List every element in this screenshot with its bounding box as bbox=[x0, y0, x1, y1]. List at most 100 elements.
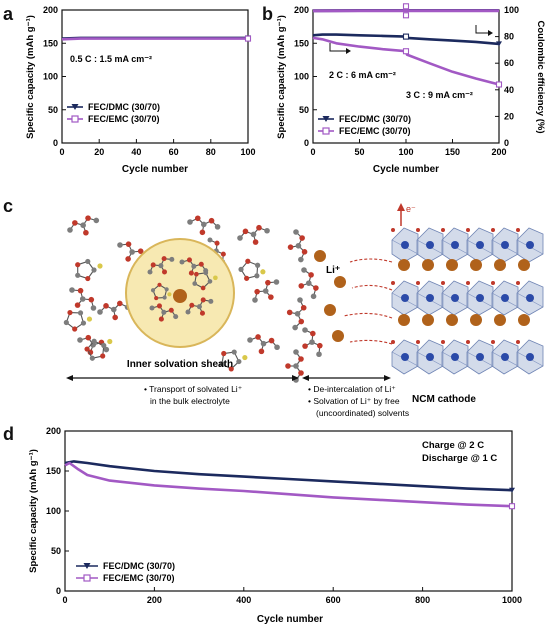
molecule-atom bbox=[310, 293, 317, 300]
deintercalation-arrow bbox=[349, 339, 393, 345]
y-tick-label: 200 bbox=[43, 5, 58, 15]
x-tick-label: 50 bbox=[354, 147, 364, 157]
molecule-atom bbox=[274, 344, 280, 351]
x-tick-label: 800 bbox=[415, 595, 430, 605]
series-marker bbox=[509, 487, 515, 493]
ring-atom bbox=[228, 366, 234, 372]
cathode-li-ion bbox=[518, 314, 530, 326]
chart-b-annotation-3c: 3 C : 9 mA cm⁻² bbox=[406, 90, 473, 100]
oxygen-atom bbox=[491, 281, 495, 285]
molecule-atom bbox=[103, 303, 109, 309]
molecule-atom bbox=[77, 337, 83, 343]
y-tick-label: 200 bbox=[46, 426, 61, 436]
molecule-atom bbox=[256, 224, 262, 231]
y-tick-label: 200 bbox=[294, 5, 309, 15]
legend-b-emc-label: FEC/EMC (30/70) bbox=[339, 126, 411, 136]
ring-atom bbox=[72, 326, 78, 332]
chart-a-xlabel: Cycle number bbox=[122, 164, 188, 175]
cathode-li-ion bbox=[422, 259, 434, 271]
li-ion bbox=[324, 304, 336, 316]
molecule-atom bbox=[207, 237, 213, 243]
ring-atom bbox=[91, 267, 97, 273]
legend-a-dmc-label: FEC/DMC (30/70) bbox=[88, 102, 160, 112]
molecule-atom bbox=[150, 262, 156, 268]
chart-d-annotation-charge: Charge @ 2 C bbox=[422, 440, 484, 451]
legend-d-emc-label: FEC/EMC (30/70) bbox=[103, 573, 175, 583]
series-marker bbox=[244, 35, 252, 42]
chart-b-arrow-right bbox=[475, 25, 488, 34]
y2-tick-label: 40 bbox=[504, 85, 514, 95]
oxygen-atom bbox=[441, 340, 445, 344]
y-tick-label: 50 bbox=[299, 105, 309, 115]
y-tick-label: 50 bbox=[48, 105, 58, 115]
ring-atom bbox=[84, 346, 90, 352]
transition-metal-atom bbox=[501, 294, 509, 302]
legend-d-emc-marker bbox=[83, 574, 91, 582]
molecule-atom bbox=[268, 337, 275, 344]
ring-atom bbox=[91, 338, 97, 344]
ring-atom bbox=[75, 272, 81, 278]
chart-b-ylabel: Specific capacity (mAh g⁻¹) bbox=[276, 15, 287, 139]
chart-b-arrow-left-head bbox=[346, 48, 351, 54]
molecule-atom bbox=[242, 228, 249, 235]
x-tick-label: 100 bbox=[398, 147, 413, 157]
legend-a-dmc-marker bbox=[71, 104, 79, 110]
cathode-li-ion bbox=[470, 259, 482, 271]
transition-metal-atom bbox=[526, 294, 534, 302]
x-tick-label: 150 bbox=[445, 147, 460, 157]
inner-sheath-label: Inner solvation sheath bbox=[127, 359, 233, 370]
chart-b-xlabel: Cycle number bbox=[373, 164, 439, 175]
molecule-atom bbox=[299, 235, 305, 241]
molecule-atom bbox=[93, 217, 100, 224]
molecule-atom bbox=[255, 334, 261, 340]
deintercalation-arrow bbox=[349, 258, 393, 263]
chart-a-series bbox=[61, 35, 252, 42]
ring-atom bbox=[231, 349, 237, 355]
molecule-atom bbox=[301, 267, 307, 273]
molecule-atom bbox=[302, 343, 308, 349]
panel-label-b: b bbox=[262, 4, 273, 24]
transition-metal-atom bbox=[476, 294, 484, 302]
chart-d-annotation-discharge: Discharge @ 1 C bbox=[422, 453, 497, 464]
molecule-atom bbox=[90, 305, 97, 311]
bulk-arrow-head-right bbox=[292, 375, 299, 381]
molecule-atom bbox=[186, 257, 192, 263]
ring-atom bbox=[192, 281, 198, 286]
chart-d-y-ticks: 0 50 100 150 200 bbox=[46, 426, 69, 596]
transition-metal-atom bbox=[426, 241, 434, 249]
deintercalation-arrow bbox=[351, 284, 393, 291]
ncm-cathode bbox=[391, 227, 544, 375]
molecule-atom bbox=[85, 334, 92, 341]
molecule-atom bbox=[161, 309, 167, 315]
molecule-atom bbox=[158, 316, 164, 322]
ring-atom bbox=[150, 288, 156, 293]
molecule-atom bbox=[169, 256, 175, 262]
molecule-atom bbox=[74, 302, 81, 308]
molecule-atom bbox=[161, 269, 168, 275]
molecule-atom bbox=[300, 304, 307, 311]
chart-b-x-ticks: 0 50 100 150 200 bbox=[310, 139, 507, 157]
molecule-atom bbox=[196, 304, 202, 310]
legend-b-dmc-marker bbox=[322, 116, 330, 122]
legend-b-emc-marker bbox=[322, 127, 330, 135]
legend-b-dmc-label: FEC/DMC (30/70) bbox=[339, 114, 411, 124]
oxygen-atom bbox=[466, 340, 470, 344]
series-marker bbox=[402, 48, 410, 55]
molecule-atom bbox=[156, 303, 162, 309]
oxygen-atom bbox=[466, 228, 470, 232]
oxygen-atom bbox=[416, 228, 420, 232]
ring-atom bbox=[89, 355, 95, 361]
chart-a-annotation: 0.5 C : 1.5 mA cm⁻² bbox=[70, 54, 152, 64]
ring-atom bbox=[85, 258, 91, 265]
molecule-atom bbox=[294, 310, 301, 317]
legend-a-emc-label: FEC/EMC (30/70) bbox=[88, 114, 160, 124]
molecule-atom bbox=[112, 314, 118, 321]
molecule-atom bbox=[103, 346, 110, 353]
molecule-atom bbox=[191, 263, 197, 269]
oxygen-atom bbox=[441, 228, 445, 232]
bulk-text-1: • Transport of solvated Li⁺ bbox=[144, 384, 243, 394]
y-tick-label: 150 bbox=[46, 466, 61, 476]
molecule-atom bbox=[250, 231, 257, 238]
molecule-atom bbox=[88, 296, 95, 303]
interface-li-ions bbox=[314, 250, 346, 342]
